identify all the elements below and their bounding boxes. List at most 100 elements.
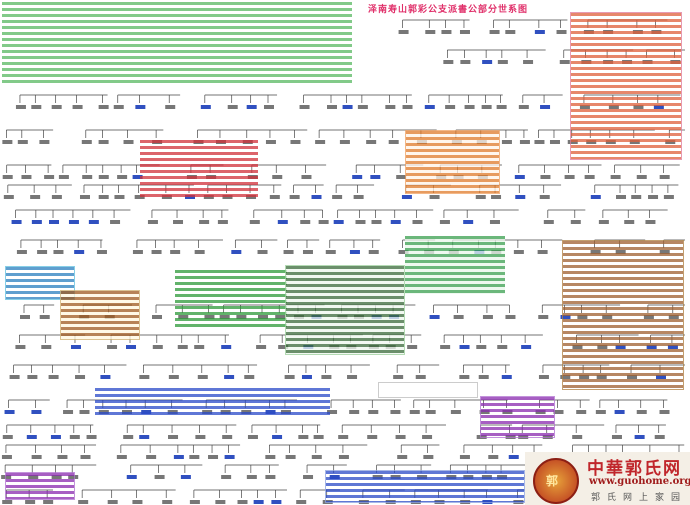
person-node — [139, 375, 150, 379]
person-node — [313, 435, 324, 439]
person-node — [173, 220, 184, 224]
person-node — [132, 500, 143, 504]
person-node — [289, 195, 300, 199]
person-node — [300, 220, 311, 224]
person-node — [459, 375, 470, 379]
person-node — [598, 220, 609, 224]
person-node — [221, 475, 232, 479]
person-node — [19, 315, 30, 319]
person-node — [4, 410, 15, 414]
person-node — [333, 220, 344, 224]
person-node — [488, 455, 499, 459]
person-node — [49, 220, 60, 224]
person-node — [521, 345, 532, 349]
person-node — [51, 105, 62, 109]
person-node — [559, 60, 570, 64]
person-node — [366, 140, 377, 144]
person-node — [81, 140, 92, 144]
person-node — [549, 140, 560, 144]
watermark-site-name: 中華郭氏网 — [587, 459, 682, 479]
person-node — [132, 175, 143, 179]
person-node — [195, 435, 206, 439]
person-node — [464, 105, 475, 109]
person-node — [168, 375, 179, 379]
person-node — [257, 250, 268, 254]
person-node — [537, 250, 548, 254]
person-node — [98, 140, 109, 144]
person-node — [395, 435, 406, 439]
person-node — [441, 30, 452, 34]
person-node — [402, 105, 413, 109]
person-node — [425, 410, 436, 414]
person-node — [271, 500, 282, 504]
person-node — [272, 435, 283, 439]
person-node — [3, 195, 14, 199]
person-node — [357, 105, 368, 109]
person-node — [222, 435, 233, 439]
person-node — [107, 345, 118, 349]
person-node — [70, 345, 81, 349]
person-node — [659, 175, 670, 179]
person-node — [79, 410, 90, 414]
person-node — [482, 60, 493, 64]
person-node — [43, 500, 54, 504]
person-node — [412, 220, 423, 224]
person-node — [318, 220, 329, 224]
person-node — [98, 195, 109, 199]
person-node — [132, 250, 143, 254]
person-node — [540, 105, 551, 109]
person-node — [72, 105, 83, 109]
person-node — [100, 375, 111, 379]
person-node — [272, 175, 283, 179]
person-node — [595, 410, 606, 414]
person-node — [21, 175, 32, 179]
person-node — [397, 455, 408, 459]
person-node — [463, 220, 474, 224]
person-node — [253, 500, 264, 504]
person-node — [349, 250, 360, 254]
person-node — [170, 250, 181, 254]
purple-notes-block — [480, 396, 555, 438]
person-node — [496, 105, 507, 109]
person-node — [614, 410, 625, 414]
person-node — [265, 455, 276, 459]
person-node — [113, 105, 124, 109]
person-node — [497, 345, 508, 349]
person-node — [349, 410, 360, 414]
person-node — [489, 220, 500, 224]
person-node — [514, 175, 525, 179]
person-node — [367, 435, 378, 439]
person-node — [75, 375, 86, 379]
person-node — [265, 140, 276, 144]
person-node — [1, 455, 12, 459]
watermark-url: www.guohome.org — [589, 476, 690, 487]
watermark-slogan: 郭氏网上家园 — [591, 493, 688, 503]
person-node — [194, 250, 205, 254]
person-node — [9, 375, 20, 379]
right-notes-block — [570, 12, 682, 160]
intro-text-block — [2, 2, 352, 86]
person-node — [39, 315, 50, 319]
person-node — [57, 455, 68, 459]
person-node — [584, 175, 595, 179]
person-node — [659, 410, 670, 414]
titles-block — [285, 265, 405, 355]
person-node — [16, 250, 27, 254]
person-node — [79, 195, 90, 199]
person-node — [50, 435, 61, 439]
person-node — [352, 175, 363, 179]
person-node — [423, 455, 434, 459]
person-node — [296, 500, 307, 504]
person-node — [370, 175, 381, 179]
person-node — [51, 195, 62, 199]
person-node — [663, 195, 674, 199]
person-node — [590, 195, 601, 199]
person-node — [564, 175, 575, 179]
person-node — [180, 475, 191, 479]
person-node — [611, 435, 622, 439]
person-node — [217, 220, 228, 224]
person-node — [519, 140, 530, 144]
person-node — [68, 220, 79, 224]
person-node — [249, 220, 260, 224]
person-node — [2, 175, 13, 179]
